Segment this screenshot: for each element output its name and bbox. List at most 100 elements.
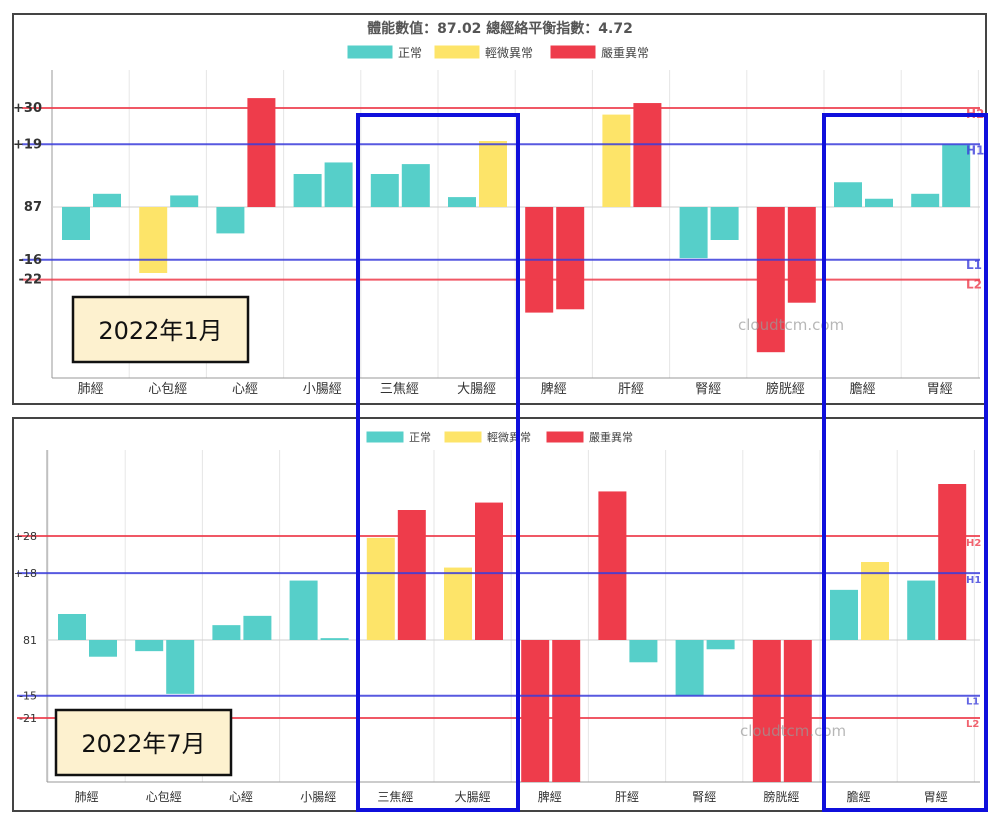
bar-severe — [521, 640, 550, 782]
y-tick-label: +30 — [13, 101, 42, 116]
y-tick-label: +19 — [13, 137, 42, 152]
watermark: cloudtcm.com — [738, 316, 844, 334]
bar-normal — [679, 207, 708, 259]
bar-normal — [212, 625, 241, 640]
bar-normal — [675, 640, 704, 696]
bar-normal — [216, 207, 245, 234]
category-label: 肝經 — [618, 382, 644, 397]
bar-severe — [397, 510, 426, 640]
bar-normal — [289, 580, 318, 640]
legend-label: 嚴重異常 — [589, 430, 633, 444]
bar-severe — [938, 484, 967, 640]
bar-normal — [166, 640, 195, 694]
bar-severe — [633, 103, 662, 207]
category-label: 心包經 — [148, 382, 187, 397]
date-label: 2022年1月 — [98, 317, 222, 345]
category-label: 脾經 — [538, 789, 562, 804]
chart-title: 體能數值：87.02 總經絡平衡指數：4.72 — [367, 20, 633, 37]
reference-line-tag: L2 — [966, 719, 979, 730]
date-label-box — [54, 708, 233, 777]
legend-swatch — [549, 44, 597, 60]
bar-normal — [629, 640, 658, 663]
category-label: 腎經 — [692, 790, 716, 804]
bar-mild — [602, 114, 631, 207]
category-label: 肝經 — [615, 790, 639, 804]
bar-normal — [865, 198, 893, 207]
bar-mild — [479, 141, 507, 207]
y-tick-label: +28 — [14, 530, 37, 543]
category-label: 膀胱經 — [766, 381, 805, 397]
category-label: 肺經 — [75, 790, 99, 804]
date-label-box — [71, 295, 250, 364]
category-label: 胃經 — [924, 790, 948, 804]
y-tick-label: -15 — [19, 690, 37, 703]
legend-label: 輕微異常 — [485, 46, 533, 60]
category-label: 脾經 — [541, 382, 567, 397]
legend-swatch — [346, 44, 394, 60]
y-tick-label: +18 — [14, 567, 37, 580]
legend-swatch — [433, 44, 481, 60]
legend-label: 正常 — [398, 46, 422, 60]
y-tick-label: 87 — [24, 200, 42, 215]
bar-normal — [170, 195, 199, 207]
bar-severe — [783, 640, 812, 782]
reference-line-tag: H2 — [966, 538, 981, 549]
y-tick-label: 81 — [23, 634, 37, 647]
bar-normal — [320, 638, 349, 640]
reference-line-tag: L1 — [966, 258, 982, 272]
category-label: 膽經 — [847, 789, 871, 804]
category-label: 心經 — [229, 790, 253, 804]
bar-normal — [942, 144, 971, 207]
bar-normal — [62, 207, 90, 240]
bar-severe — [552, 640, 581, 782]
category-label: 胃經 — [927, 382, 953, 397]
bar-severe — [752, 640, 781, 782]
bar-mild — [861, 562, 889, 640]
category-label: 膀胱經 — [763, 789, 799, 804]
bar-normal — [324, 162, 353, 207]
bar-normal — [93, 193, 121, 207]
reference-line-tag: H1 — [966, 575, 981, 586]
legend-swatch — [545, 430, 585, 444]
bar-normal — [448, 197, 476, 207]
bar-normal — [834, 182, 862, 207]
category-label: 腎經 — [695, 382, 721, 397]
category-label: 心經 — [232, 382, 258, 397]
y-tick-label: -21 — [19, 712, 37, 725]
bar-normal — [710, 207, 739, 240]
category-label: 肺經 — [78, 382, 104, 397]
bar-normal — [135, 640, 164, 652]
reference-line-tag: H1 — [966, 143, 984, 157]
reference-line-tag: L2 — [966, 278, 982, 292]
y-tick-label: -22 — [19, 273, 43, 288]
bar-normal — [830, 589, 858, 640]
bar-normal — [243, 615, 272, 640]
bar-mild — [139, 207, 168, 273]
category-label: 心包經 — [146, 790, 182, 804]
date-label: 2022年7月 — [81, 730, 205, 758]
bar-normal — [89, 640, 117, 657]
category-label: 三焦經 — [377, 790, 413, 804]
category-label: 膽經 — [850, 382, 876, 397]
y-tick-label: -16 — [19, 253, 43, 268]
bar-normal — [370, 174, 399, 207]
bar-normal — [401, 164, 430, 207]
category-label: 大腸經 — [455, 790, 491, 804]
highlight-box — [356, 113, 520, 812]
category-label: 小腸經 — [303, 382, 342, 397]
reference-line-tag: L1 — [966, 697, 979, 708]
bar-mild — [366, 537, 395, 640]
bar-severe — [556, 207, 585, 310]
bar-normal — [706, 640, 735, 650]
bar-normal — [911, 193, 940, 207]
legend-label: 輕微異常 — [487, 430, 531, 444]
legend-label: 嚴重異常 — [601, 46, 649, 60]
bar-severe — [475, 502, 503, 640]
bar-severe — [247, 98, 276, 207]
bar-severe — [787, 207, 816, 303]
legend-label: 正常 — [409, 431, 431, 444]
category-label: 小腸經 — [300, 790, 336, 804]
legend-swatch — [443, 430, 483, 444]
category-label: 三焦經 — [380, 382, 419, 397]
category-label: 大腸經 — [457, 382, 496, 397]
